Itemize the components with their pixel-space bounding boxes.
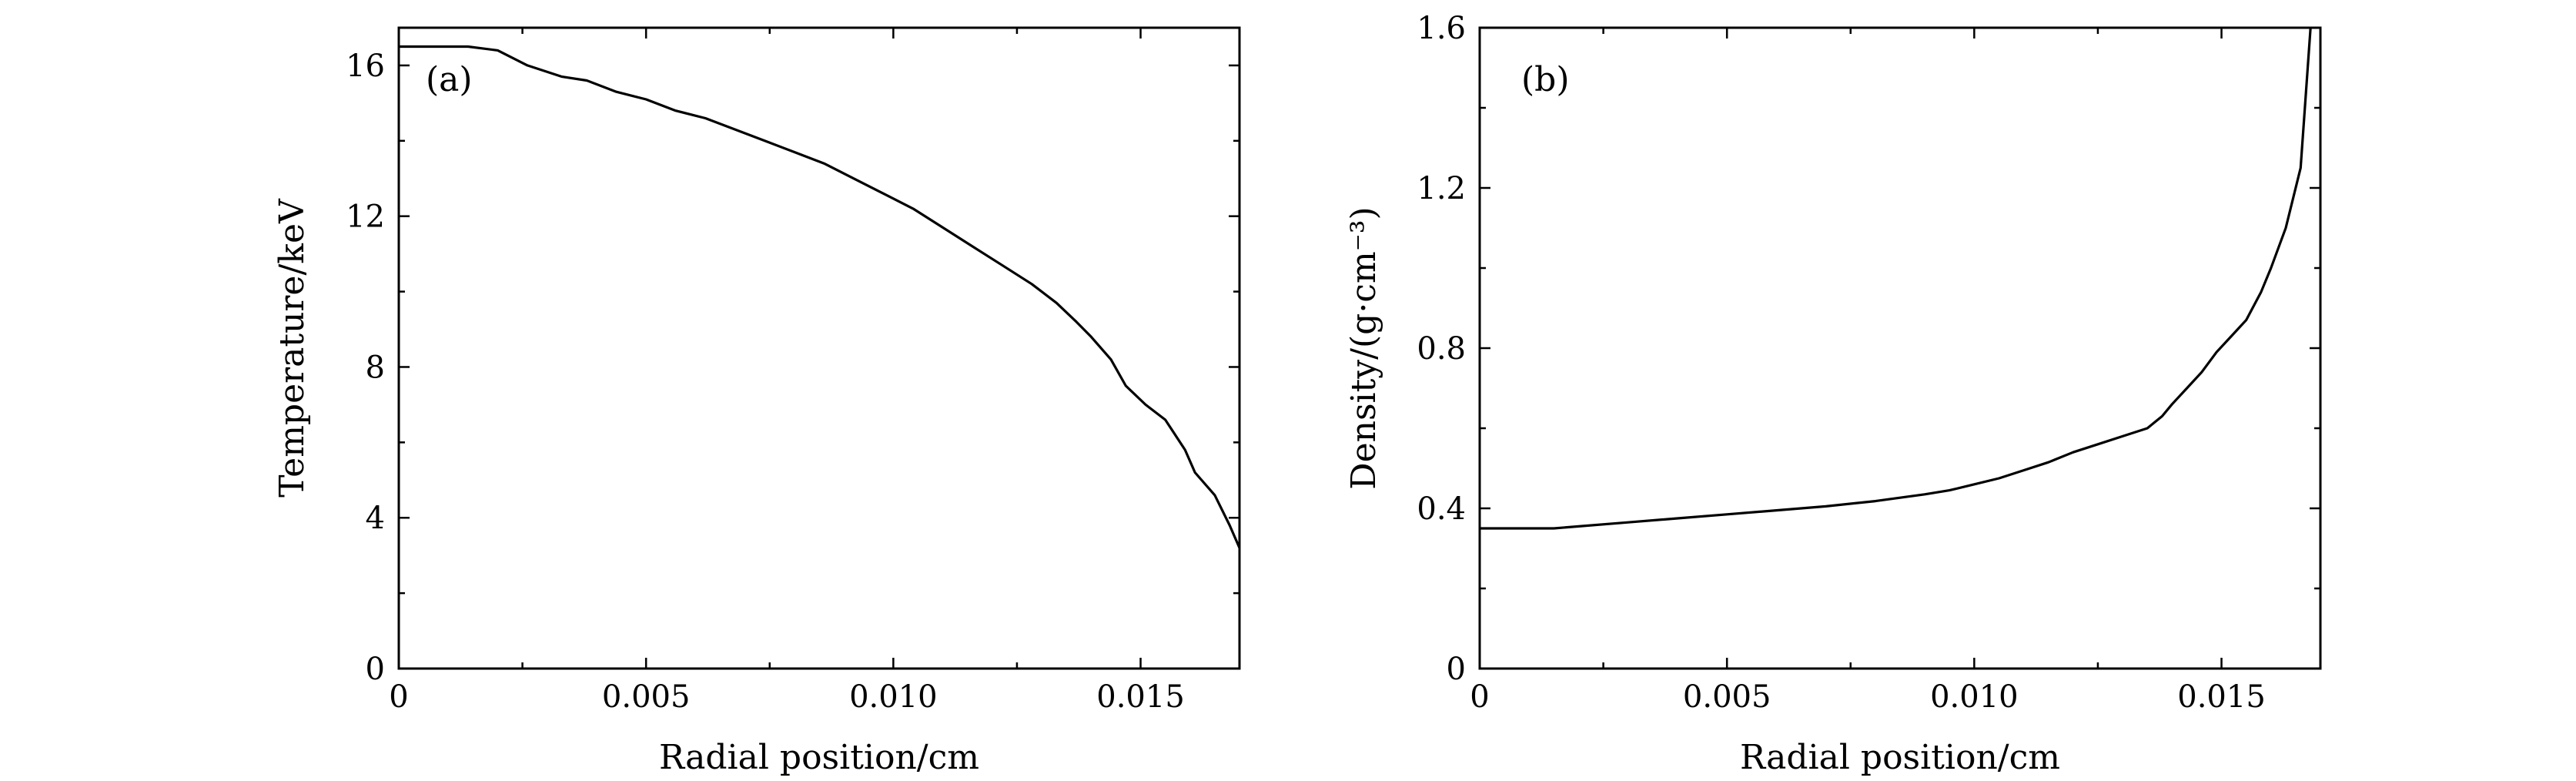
x-tick-label: 0.010 [1930, 679, 2019, 715]
panel-label-b: (b) [1521, 60, 1570, 99]
x-tick-label: 0 [1470, 679, 1489, 715]
panel-b: 0 0.005 0.010 0.015 0 0.4 0.8 1.2 1.6 (b) Radial… [1344, 11, 2322, 777]
x-tick-label: 0.015 [1096, 679, 1185, 715]
x-tick-label: 0.005 [1683, 679, 1771, 715]
y-tick-label: 4 [366, 501, 385, 536]
y-tick-label: 8 [366, 350, 385, 385]
y-tick-label: 0 [366, 652, 385, 687]
tick-labels-a: 0 0.005 0.010 0.015 0 4 8 12 16 [346, 49, 1185, 715]
x-tick-label: 0.010 [849, 679, 938, 715]
y-tick-label: 0 [1447, 652, 1466, 687]
tick-labels-b: 0 0.005 0.010 0.015 0 0.4 0.8 1.2 1.6 [1417, 11, 2265, 715]
plot-frame-b [1478, 26, 2322, 670]
x-axis-label-a: Radial position/cm [659, 738, 979, 777]
x-tick-label: 0 [389, 679, 408, 715]
y-axis-label-a: Temperature/keV [273, 198, 312, 498]
plot-frame-a [397, 26, 1241, 670]
x-tick-label: 0.015 [2177, 679, 2266, 715]
y-axis-label-b: Density/(g·cm⁻³) [1344, 206, 1383, 489]
y-tick-label: 1.6 [1417, 11, 1466, 46]
panel-label-a: (a) [426, 60, 473, 99]
temperature-curve [399, 45, 1241, 549]
density-curve [1480, 27, 2312, 530]
ticks-a [397, 28, 1239, 670]
panel-a: 0 0.005 0.010 0.015 0 4 8 12 16 (a) Radial posit… [273, 26, 1241, 777]
y-tick-label: 16 [346, 49, 385, 84]
x-tick-label: 0.005 [602, 679, 691, 715]
ticks-b [1478, 26, 2320, 670]
y-tick-label: 12 [346, 199, 385, 235]
y-tick-label: 1.2 [1417, 171, 1466, 206]
x-axis-label-b: Radial position/cm [1740, 738, 2060, 777]
y-tick-label: 0.8 [1417, 331, 1466, 367]
y-tick-label: 0.4 [1417, 491, 1466, 527]
